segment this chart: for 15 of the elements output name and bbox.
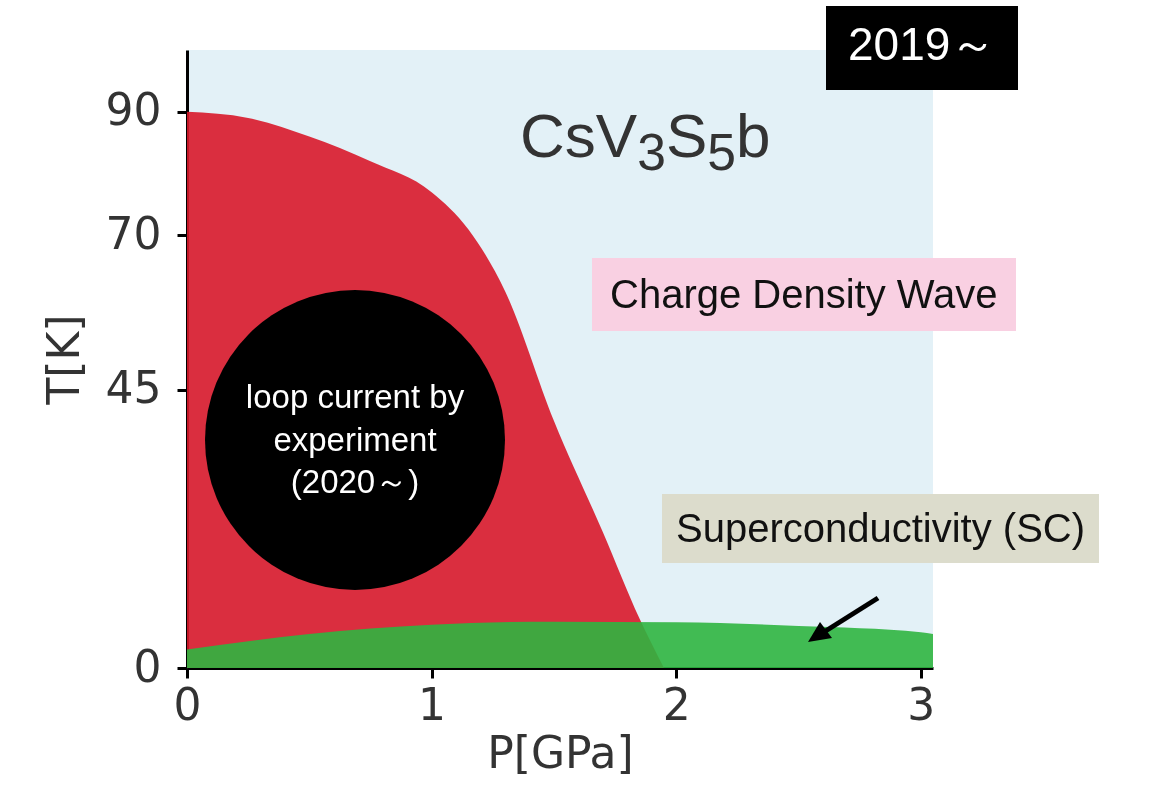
x-tick-label: 1 [418, 678, 447, 730]
y-tick-label: 90 [105, 84, 162, 136]
x-axis-title: P[GPa] [487, 726, 634, 778]
y-tick-label: 45 [105, 362, 162, 414]
x-tick-label: 0 [173, 678, 202, 730]
x-tick-label: 2 [662, 678, 691, 730]
y-axis-title: T[K] [37, 314, 89, 406]
y-tick-label: 70 [105, 207, 162, 259]
annotation: loop current by experiment (2020～) [245, 376, 465, 503]
x-tick-label: 3 [907, 678, 936, 730]
annotation: Charge Density Wave [610, 272, 998, 316]
annotation: Superconductivity (SC) [676, 506, 1086, 550]
y-tick-label: 0 [133, 640, 162, 692]
annotation: 2019～ [848, 18, 997, 70]
annotation: CsV$_{3}$S$_{5}$b [520, 101, 771, 182]
